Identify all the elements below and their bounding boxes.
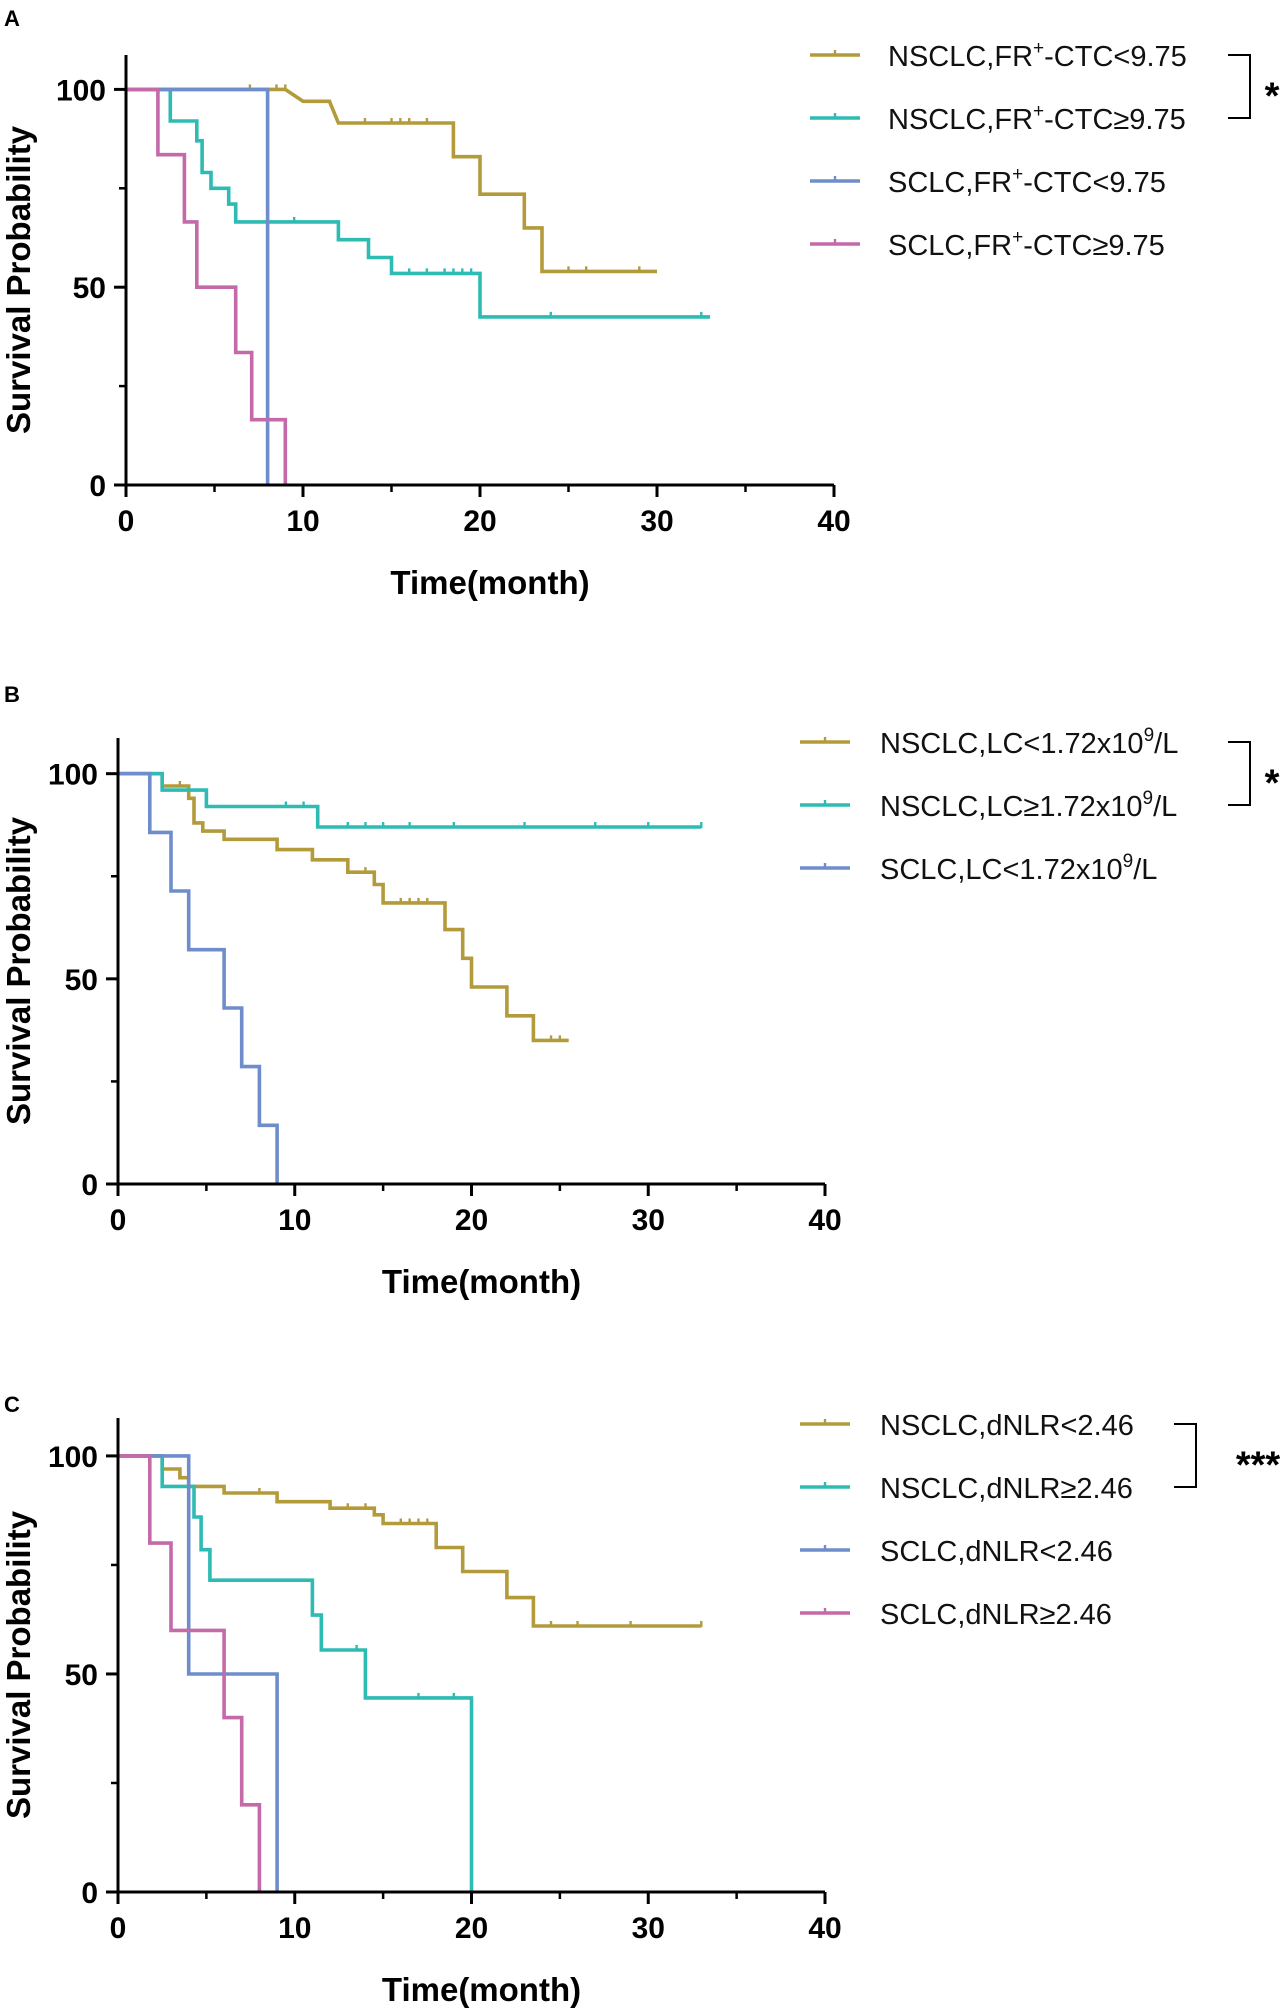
survival-curve-3	[118, 1454, 279, 1892]
significance-marker: *	[1265, 76, 1280, 118]
y-tick-label: 0	[81, 1169, 98, 1202]
y-axis-title: Survival Probability	[0, 1510, 37, 1819]
legend-label-1: NSCLC,LC<1.72x109/L	[880, 725, 1178, 760]
x-tick-label: 30	[640, 505, 673, 538]
panel-b: B 0 10 20 30 40 0 50 100 Time(month) Survival Prob…	[0, 682, 1280, 1300]
legend-label-4: SCLC,FR+-CTC≥9.75	[888, 227, 1165, 262]
x-axis-title: Time(month)	[390, 564, 589, 601]
significance-bracket	[1228, 741, 1251, 806]
legend-label-1: NSCLC,FR+-CTC<9.75	[888, 38, 1187, 73]
x-tick-label: 0	[118, 505, 135, 538]
x-tick-label: 30	[632, 1912, 665, 1945]
panel-c: C 0 10 20 30 40 0 50 100 Time(month) Survival Prob…	[0, 1392, 1280, 2008]
survival-curve-1	[126, 87, 657, 274]
y-tick-label: 50	[65, 1659, 98, 1692]
survival-curve-2	[126, 87, 711, 319]
x-tick-label: 10	[286, 505, 319, 538]
x-tick-label: 20	[455, 1912, 488, 1945]
y-tick-label: 0	[81, 1877, 98, 1910]
panel-letter: A	[4, 6, 20, 31]
y-tick-label: 100	[56, 74, 106, 107]
x-tick-label: 20	[463, 505, 496, 538]
legend-label-2: NSCLC,FR+-CTC≥9.75	[888, 101, 1186, 136]
survival-curve-1	[118, 771, 569, 1043]
survival-curve-1	[118, 1454, 702, 1628]
y-tick-label: 0	[89, 470, 106, 503]
panel-letter: C	[4, 1392, 20, 1417]
significance-bracket	[1228, 54, 1251, 119]
significance-bracket	[1174, 1423, 1197, 1488]
survival-curve-4	[126, 87, 288, 485]
legend-label-3: SCLC,LC<1.72x109/L	[880, 851, 1157, 886]
x-tick-label: 10	[278, 1912, 311, 1945]
survival-curve-2	[118, 1454, 474, 1892]
survival-curve-4	[118, 1454, 262, 1892]
y-tick-label: 100	[48, 759, 98, 792]
legend-label-3: SCLC,FR+-CTC<9.75	[888, 164, 1166, 199]
legend-label-1: NSCLC,dNLR<2.46	[880, 1410, 1134, 1442]
y-axis-title: Survival Probability	[0, 125, 37, 434]
y-tick-label: 100	[48, 1441, 98, 1474]
x-tick-label: 10	[278, 1204, 311, 1237]
legend-label-3: SCLC,dNLR<2.46	[880, 1536, 1113, 1568]
survival-curve-3	[126, 87, 270, 485]
panel-a: A 0 10 20 30 40 0 50 100 Time(month) Survival Prob…	[0, 6, 1280, 601]
y-tick-label: 50	[65, 964, 98, 997]
x-axis-title: Time(month)	[382, 1263, 581, 1300]
survival-curve-2	[118, 771, 702, 829]
legend-label-4: SCLC,dNLR≥2.46	[880, 1599, 1112, 1631]
x-axis-title: Time(month)	[382, 1971, 581, 2008]
y-tick-label: 50	[73, 272, 106, 305]
legend-label-2: NSCLC,dNLR≥2.46	[880, 1473, 1133, 1505]
x-tick-label: 30	[632, 1204, 665, 1237]
x-tick-label: 0	[110, 1204, 127, 1237]
x-tick-label: 40	[808, 1912, 841, 1945]
significance-marker: *	[1265, 763, 1280, 805]
panel-letter: B	[4, 682, 20, 707]
significance-marker: ***	[1236, 1445, 1281, 1487]
y-axis-title: Survival Probability	[0, 816, 37, 1125]
x-tick-label: 40	[808, 1204, 841, 1237]
x-tick-label: 40	[817, 505, 850, 538]
legend-label-2: NSCLC,LC≥1.72x109/L	[880, 788, 1177, 823]
x-tick-label: 0	[110, 1912, 127, 1945]
x-tick-label: 20	[455, 1204, 488, 1237]
survival-curve-3	[118, 771, 279, 1184]
